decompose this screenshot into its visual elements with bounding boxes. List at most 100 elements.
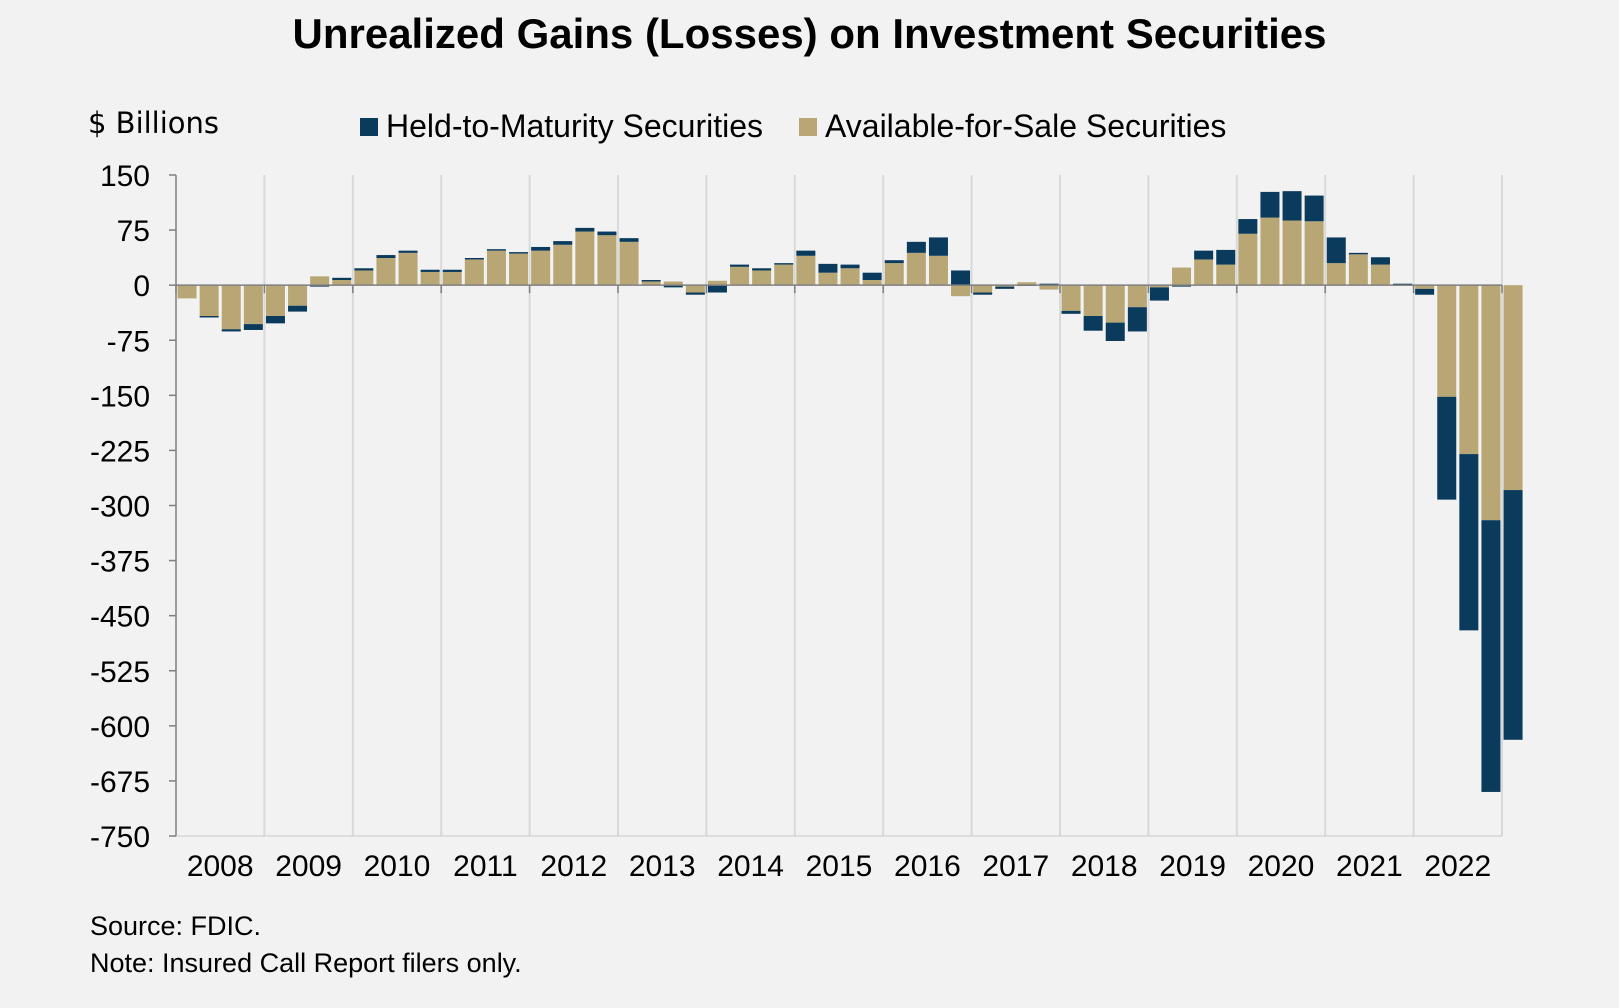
bar-htm	[376, 255, 396, 258]
bar-afs	[1194, 259, 1214, 286]
bar-afs	[464, 259, 484, 286]
bar-afs	[1105, 285, 1125, 323]
bar-afs	[398, 252, 418, 286]
bar-afs	[1282, 220, 1302, 286]
bar-htm	[707, 285, 727, 293]
bar-afs	[1503, 285, 1523, 491]
bar-afs	[1260, 217, 1280, 286]
bar-htm	[1481, 520, 1501, 792]
bar-afs	[663, 281, 683, 286]
bar-afs	[265, 285, 285, 317]
bar-afs	[796, 255, 816, 286]
bar-htm	[862, 272, 882, 281]
bar-htm	[354, 268, 374, 271]
x-tick-label: 2014	[717, 850, 784, 883]
bar-htm	[1348, 252, 1368, 255]
y-tick-labels: 150 75 0 -75 -150 -225 -300 -375 -450 -525 -600 -67…	[90, 160, 150, 854]
bar-htm	[1149, 287, 1169, 301]
bar-afs	[1415, 285, 1435, 289]
y-tick-label: 0	[133, 270, 150, 303]
bar-htm	[1061, 310, 1081, 314]
chart-notes: Source: FDIC. Note: Insured Call Report …	[90, 908, 522, 982]
bar-htm	[265, 316, 285, 324]
bar-htm	[1216, 249, 1236, 265]
bar-afs	[619, 241, 639, 286]
bar-htm	[442, 269, 462, 272]
bar-afs	[553, 244, 573, 286]
bar-afs	[730, 266, 750, 286]
bar-htm	[840, 264, 860, 269]
bar-afs	[1216, 264, 1236, 286]
bar-htm	[243, 324, 263, 330]
footnote: Note: Insured Call Report filers only.	[90, 948, 522, 978]
axes	[169, 174, 1503, 837]
legend-item-afs: Available-for-Sale Securities	[799, 108, 1226, 145]
y-tick-label: 75	[117, 215, 150, 248]
bar-afs	[221, 285, 241, 330]
bar-htm	[1105, 322, 1125, 341]
bar-htm	[774, 263, 794, 265]
bar-htm	[332, 277, 352, 281]
x-tick-label: 2008	[187, 850, 254, 883]
bar-afs	[1437, 285, 1457, 397]
x-tick-label: 2011	[453, 850, 518, 883]
bar-htm	[1260, 191, 1280, 218]
bar-afs	[1127, 285, 1147, 308]
y-tick-label: 150	[100, 160, 150, 193]
bar-htm	[1194, 250, 1214, 260]
legend-swatch-htm	[360, 117, 378, 136]
bar-afs	[1083, 285, 1103, 317]
x-tick-label: 2017	[982, 850, 1049, 883]
legend-item-htm: Held-to-Maturity Securities	[360, 108, 763, 145]
bar-afs	[288, 285, 308, 306]
bar-htm	[906, 241, 926, 253]
bar-htm	[995, 286, 1015, 289]
bar-htm	[1503, 490, 1523, 740]
x-tick-label: 2019	[1159, 850, 1226, 883]
bar-htm	[575, 227, 595, 232]
bar-afs	[1039, 285, 1059, 290]
bar-htm	[619, 238, 639, 242]
bar-htm	[1127, 307, 1147, 332]
bar-afs	[752, 270, 772, 286]
source-note: Source: FDIC.	[90, 911, 262, 941]
bar-htm	[1326, 237, 1346, 264]
x-tick-label: 2010	[364, 850, 431, 883]
chart-title: Unrealized Gains (Losses) on Investment …	[292, 10, 1327, 57]
x-tick-label: 2020	[1248, 850, 1315, 883]
bar-htm	[531, 246, 551, 251]
y-tick-label: -525	[90, 656, 150, 689]
bar-htm	[928, 237, 948, 256]
bar-afs	[420, 271, 440, 286]
bar-htm	[1370, 257, 1390, 265]
y-tick-label: -300	[90, 491, 150, 524]
bar-afs	[597, 235, 617, 286]
bar-afs	[1149, 285, 1169, 288]
x-tick-labels: 2008 2009 2010 2011 2012 2013 2014 2015 2016 2017…	[187, 850, 1491, 883]
y-axis-label: $ Billions	[88, 106, 220, 140]
bar-afs	[951, 285, 971, 297]
bar-htm	[398, 250, 418, 253]
y-tick-label: -750	[90, 821, 150, 854]
bar-afs	[707, 280, 727, 286]
legend-label-htm: Held-to-Maturity Securities	[386, 108, 763, 144]
y-tick-label: -375	[90, 546, 150, 579]
bar-afs	[685, 285, 705, 293]
bar-afs	[862, 280, 882, 286]
bar-afs	[199, 285, 219, 317]
bar-htm	[796, 250, 816, 256]
y-tick-label: -225	[90, 435, 150, 468]
bar-afs	[1017, 282, 1037, 286]
bar-htm	[730, 264, 750, 267]
bar-afs	[531, 250, 551, 286]
x-tick-label: 2012	[540, 850, 607, 883]
bar-afs	[1481, 285, 1501, 521]
bar-htm	[641, 280, 661, 282]
x-tick-label: 2013	[629, 850, 696, 883]
bar-afs	[884, 263, 904, 286]
bar-afs	[177, 285, 197, 299]
bar-htm	[973, 292, 993, 295]
bar-htm	[663, 285, 683, 288]
bar-afs	[332, 280, 352, 286]
y-tick-label: -450	[90, 601, 150, 634]
